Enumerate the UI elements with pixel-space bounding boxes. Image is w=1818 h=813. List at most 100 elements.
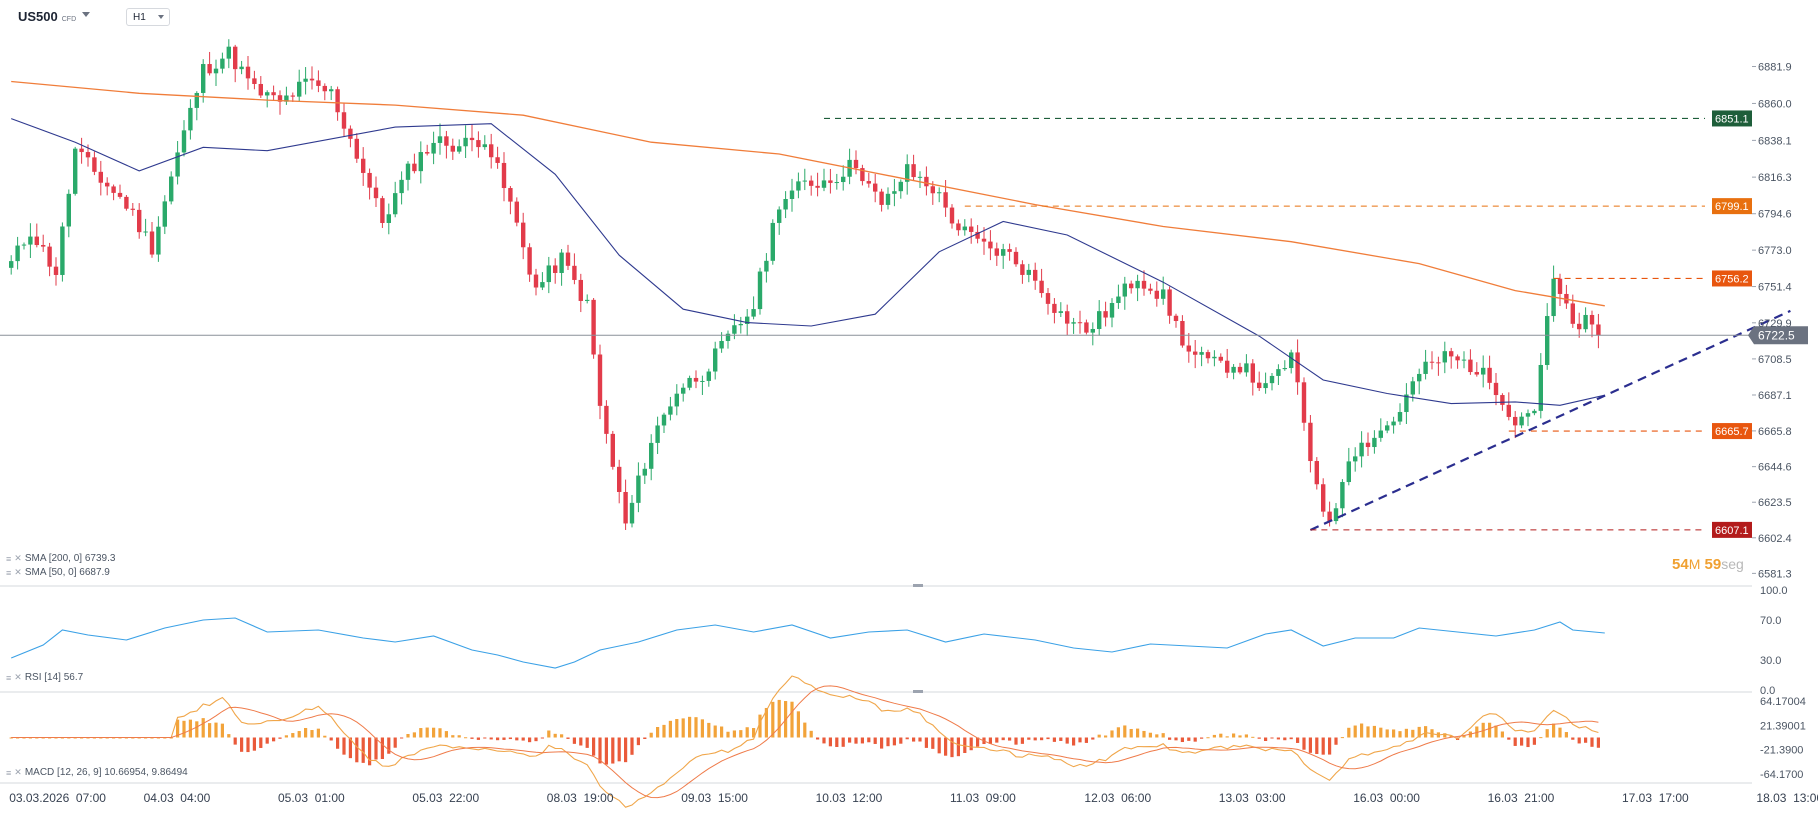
candle [1417, 373, 1422, 382]
chevron-down-icon[interactable] [82, 12, 90, 17]
rsi-axis-label: 0.0 [1760, 685, 1775, 697]
macd-bar [848, 737, 852, 743]
macd-bar [867, 737, 871, 743]
close-icon[interactable]: ✕ [14, 567, 22, 577]
candle [1532, 410, 1537, 414]
candle [879, 191, 884, 205]
close-icon[interactable]: ✕ [14, 767, 22, 777]
macd-bar [624, 737, 628, 763]
macd-bar [598, 737, 602, 764]
candle [341, 112, 347, 129]
close-icon[interactable]: ✕ [14, 672, 22, 682]
macd-bar [566, 737, 570, 739]
candle [1282, 368, 1287, 370]
macd-bar [214, 722, 218, 738]
time-axis-label: 05.03 22:00 [412, 791, 479, 805]
candle [559, 252, 564, 273]
macd-bar [630, 737, 634, 755]
macd-bar [547, 730, 551, 738]
candle [821, 180, 827, 188]
candle [1410, 381, 1415, 395]
macd-bar [1360, 723, 1364, 738]
rsi-legend[interactable]: ≡ ✕ RSI [14] 56.7 [6, 672, 83, 683]
menu-icon[interactable]: ≡ [6, 767, 12, 778]
candle [1314, 461, 1319, 485]
level-price-label: 6756.2 [1715, 273, 1749, 285]
macd-bar [803, 722, 807, 738]
macd-bar [1379, 727, 1383, 738]
candle [1365, 442, 1371, 448]
macd-bar [540, 737, 544, 739]
macd-bar [912, 737, 916, 742]
candle [1263, 383, 1268, 389]
macd-bar [457, 735, 461, 738]
timer-seconds: 59 [1704, 556, 1722, 573]
sma200-legend[interactable]: ≡ ✕ SMA [200, 0] 6739.3 [6, 553, 115, 564]
macd-bar [1116, 727, 1120, 738]
candle [738, 323, 743, 326]
candle [1045, 293, 1051, 304]
macd-bar [438, 728, 442, 738]
macd-bar [1366, 726, 1370, 738]
candle [1026, 269, 1031, 275]
candle [137, 209, 142, 233]
macd-bar [348, 737, 352, 759]
candle [425, 152, 430, 154]
timeframe-selector[interactable]: H1 [126, 8, 170, 26]
macd-bar [176, 719, 180, 738]
symbol-selector[interactable]: US500 CFD [18, 9, 76, 24]
candle [1141, 280, 1147, 289]
macd-bar [1065, 737, 1069, 744]
candle [796, 181, 801, 191]
menu-icon[interactable]: ≡ [6, 567, 12, 578]
candle [1583, 314, 1588, 330]
macd-bar [1020, 737, 1024, 744]
menu-icon[interactable]: ≡ [6, 553, 12, 564]
sma50-legend[interactable]: ≡ ✕ SMA [50, 0] 6687.9 [6, 567, 110, 578]
macd-bar [1488, 722, 1492, 738]
candle [1231, 366, 1236, 373]
candle [1218, 356, 1223, 361]
price-axis-label: 6581.3 [1758, 568, 1792, 580]
time-axis-label: 11.03 09:00 [950, 791, 1016, 805]
macd-bar [1212, 734, 1216, 738]
candle [1333, 508, 1339, 522]
candle [1193, 351, 1198, 355]
macd-bar [790, 701, 794, 738]
close-icon[interactable]: ✕ [14, 553, 22, 563]
time-axis-label: 08.03 19:00 [547, 791, 614, 805]
macd-legend[interactable]: ≡ ✕ MACD [12, 26, 9] 10.66954, 9.86494 [6, 767, 188, 778]
price-axis-label: 6602.4 [1758, 533, 1792, 545]
level-price-tag [1712, 423, 1752, 440]
macd-bar [1481, 722, 1485, 738]
candle [21, 244, 27, 246]
candle [1519, 416, 1524, 426]
macd-bar [188, 719, 192, 738]
candle [1135, 280, 1140, 289]
candle [757, 271, 763, 310]
macd-bar [636, 737, 640, 746]
candle [617, 466, 622, 492]
macd-axis-label: 64.17004 [1760, 696, 1806, 708]
macd-legend-label: MACD [12, 26, 9] 10.66954, 9.86494 [24, 767, 188, 778]
symbol-type: CFD [61, 16, 77, 23]
macd-bar [1315, 737, 1319, 754]
resize-handle[interactable] [913, 584, 923, 587]
candle [1097, 311, 1102, 329]
macd-bar [329, 737, 333, 741]
rsi-line [10, 617, 1605, 669]
time-axis-label: 04.03 04:00 [144, 791, 211, 805]
candle [1180, 321, 1185, 346]
macd-bar [400, 737, 404, 739]
macd-bar [854, 737, 858, 744]
candle [463, 137, 468, 147]
timer-seconds-unit: seg [1721, 556, 1744, 572]
timer-minutes: 54 [1672, 556, 1689, 573]
menu-icon[interactable]: ≡ [6, 672, 12, 683]
resize-handle[interactable] [913, 690, 923, 693]
macd-bar [1040, 737, 1044, 741]
candle [777, 209, 782, 223]
macd-bar [1539, 737, 1543, 739]
candle [277, 95, 283, 102]
